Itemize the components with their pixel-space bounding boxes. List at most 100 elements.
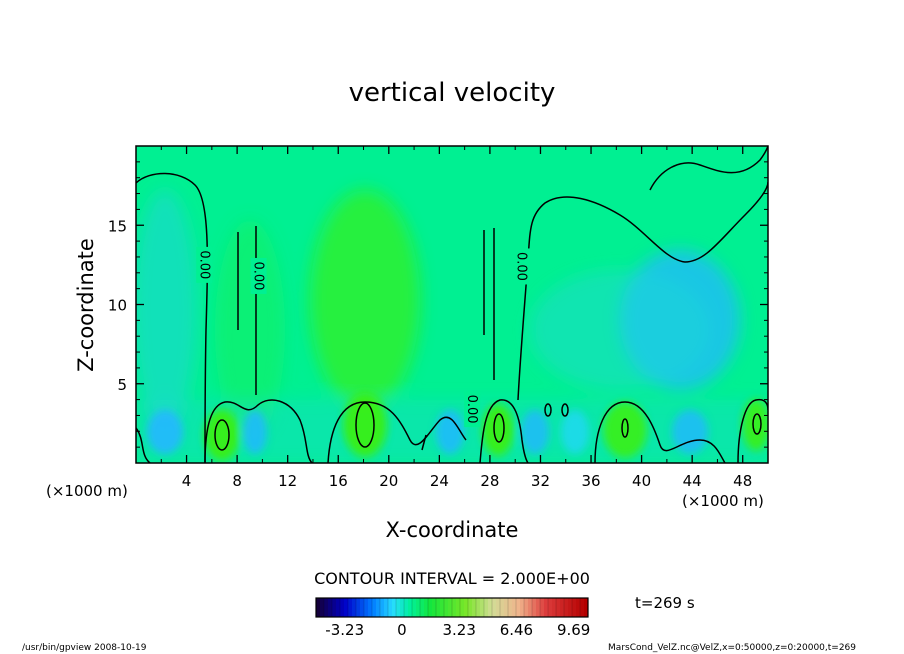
colorbar-segment <box>468 598 473 617</box>
contour-zero-right-base <box>594 401 726 463</box>
colorbar-segment <box>488 598 493 617</box>
x-axis-ticks: 4 8 12 16 20 24 28 32 36 40 44 48 <box>160 146 752 490</box>
colorbar-segment <box>372 598 377 617</box>
contour-label-gap <box>250 257 267 294</box>
colorbar-segment <box>400 598 405 617</box>
colorbar-segment <box>500 598 505 617</box>
colorbar-segment <box>492 598 497 617</box>
colorbar-segment <box>420 598 425 617</box>
footer-left: /usr/bin/gpview 2008-10-19 <box>22 643 147 653</box>
colorbar-segment <box>552 598 557 617</box>
colorbar-segment <box>412 598 417 617</box>
colorbar-segment <box>504 598 509 617</box>
x-tick-label: 36 <box>581 472 600 490</box>
cell-positive <box>742 399 768 451</box>
contour-label: 0.00 <box>514 252 529 281</box>
colorbar-segment <box>392 598 397 617</box>
colorbar-tick-label: 6.46 <box>500 621 533 639</box>
colorbar-segment <box>404 598 409 617</box>
colorbar-segment <box>384 598 389 617</box>
x-tick-label: 32 <box>531 472 550 490</box>
colorbar-segment <box>364 598 369 617</box>
colorbar-segment <box>432 598 437 617</box>
contour-positive-cell <box>621 418 629 438</box>
colorbar-segment <box>352 598 357 617</box>
x-axis-label: X-coordinate <box>386 518 519 542</box>
cell-negative <box>521 410 549 454</box>
downdraft-region-left <box>136 190 197 430</box>
colorbar-segment <box>356 598 361 617</box>
contour-zero-far-right <box>737 398 768 463</box>
x-tick-label: 40 <box>632 472 651 490</box>
x-tick-label: 20 <box>379 472 398 490</box>
colorbar-segment <box>316 598 321 617</box>
colorbar-segment <box>376 598 381 617</box>
x-tick-label: 24 <box>430 472 449 490</box>
colorbar-segment <box>452 598 457 617</box>
colorbar-segment <box>568 598 573 617</box>
contour-label: 0.00 <box>464 395 479 424</box>
cell-negative <box>672 410 708 454</box>
colorbar-segment <box>544 598 549 617</box>
colorbar-segment <box>476 598 481 617</box>
colorbar-segment <box>368 598 373 617</box>
x-tick-label: 4 <box>182 472 192 490</box>
x-tick-label: 8 <box>232 472 242 490</box>
contour-label-gap <box>513 248 530 285</box>
x-tick-label: 16 <box>329 472 348 490</box>
colorbar-segment <box>524 598 529 617</box>
y-tick-label: 15 <box>108 217 127 235</box>
contour-positive-cell <box>493 413 505 443</box>
colorbar-ticks: -3.23 0 3.23 6.46 9.69 <box>325 621 590 639</box>
colorbar-segment <box>564 598 569 617</box>
colorbar-segment <box>324 598 329 617</box>
colorbar-segment <box>328 598 333 617</box>
plot-area: 0.00 0.00 0.00 0.00 <box>136 146 768 463</box>
y-axis-label: Z-coordinate <box>74 238 98 372</box>
contour-label: 0.00 <box>196 250 211 279</box>
colorbar-tick-label: 0 <box>397 621 407 639</box>
colorbar-segment <box>336 598 341 617</box>
cell-negative <box>561 410 589 454</box>
contour-zero-top-right <box>649 146 768 191</box>
colorbar-segment <box>560 598 565 617</box>
updraft-region-center <box>310 190 420 410</box>
colorbar-tick-label: 3.23 <box>442 621 475 639</box>
downdraft-region-right-outer <box>530 270 710 390</box>
contour-small-cell <box>561 403 569 417</box>
colorbar-segment <box>516 598 521 617</box>
contour-vertical-streak <box>421 434 427 451</box>
y-tick-label: 5 <box>117 376 127 394</box>
colorbar-segment <box>460 598 465 617</box>
colorbar-tick-label: -3.23 <box>325 621 364 639</box>
colorbar-segment <box>464 598 469 617</box>
updraft-region-left <box>215 220 285 440</box>
colorbar-segment <box>508 598 513 617</box>
cell-positive <box>343 393 387 457</box>
colorbar-segment <box>572 598 577 617</box>
colorbar-segment <box>360 598 365 617</box>
colorbar-segment <box>548 598 553 617</box>
colorbar-segment <box>580 598 585 617</box>
colorbar-segment <box>536 598 541 617</box>
contour-label-gap <box>196 246 213 283</box>
colorbar-segment <box>416 598 421 617</box>
colorbar-segment <box>472 598 477 617</box>
colorbar-segment <box>340 598 345 617</box>
y-axis-ticks: 5 10 15 <box>108 161 768 448</box>
near-surface-cells <box>147 393 768 461</box>
contour-label: 0.00 <box>251 261 266 290</box>
cell-negative <box>147 410 183 454</box>
contour-positive-cell <box>752 413 762 435</box>
contour-positive-cell <box>214 419 230 451</box>
contour-zero-center-left <box>204 399 313 463</box>
colorbar-segment <box>512 598 517 617</box>
colorbar-segment <box>496 598 501 617</box>
contour-zero-center-right <box>479 399 529 463</box>
time-label: t=269 s <box>635 594 695 612</box>
colorbar-segment <box>348 598 353 617</box>
colorbar-segment <box>436 598 441 617</box>
colorbar-frame <box>315 597 589 618</box>
colorbar-segment <box>428 598 433 617</box>
